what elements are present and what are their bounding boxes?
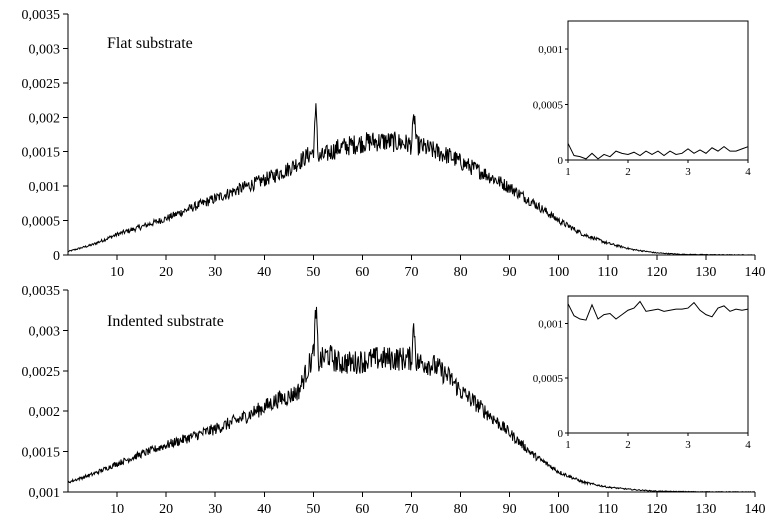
inset-x-tick-label: 3 [685, 166, 691, 178]
x-tick-label: 120 [646, 502, 667, 517]
panel-title: Indented substrate [107, 313, 224, 330]
y-tick-label: 0,0035 [22, 8, 61, 23]
inset-frame [567, 20, 749, 161]
inset-frame [567, 295, 749, 434]
inset-y-tick-label: 0,001 [538, 44, 563, 56]
x-tick-label: 80 [454, 502, 468, 517]
x-tick-label: 70 [405, 502, 419, 517]
x-tick-label: 130 [695, 502, 716, 517]
y-tick-label: 0,0035 [22, 284, 61, 299]
x-tick-label: 60 [355, 502, 369, 517]
x-tick-label: 60 [355, 265, 369, 280]
x-tick-label: 120 [646, 265, 667, 280]
panel-title: Flat substrate [107, 35, 193, 52]
x-tick-label: 100 [548, 265, 569, 280]
x-tick-label: 70 [405, 265, 419, 280]
x-tick-label: 30 [208, 502, 222, 517]
inset-x-tick-label: 1 [565, 439, 571, 451]
y-tick-label: 0,002 [29, 111, 61, 126]
y-tick-label: 0,002 [29, 405, 61, 420]
data-series-line [67, 103, 755, 256]
x-tick-label: 30 [208, 265, 222, 280]
y-tick-label: 0,0015 [22, 146, 61, 161]
y-tick-label: 0,0025 [22, 77, 61, 92]
y-tick-label: 0,001 [29, 180, 61, 195]
y-tick-label: 0,0005 [22, 215, 61, 230]
x-tick-label: 50 [306, 502, 320, 517]
inset-y-tick-label: 0,0005 [533, 99, 564, 111]
inset-y-tick-label: 0,001 [538, 318, 563, 330]
x-tick-label: 130 [695, 265, 716, 280]
x-tick-label: 20 [159, 265, 173, 280]
chart-panel-1: 0 0,0005 0,001 0,0015 0,002 0,0025 0,003 0,0035… [22, 8, 766, 280]
inset-x-tick-label: 2 [625, 166, 631, 178]
y-tick-label: 0,003 [29, 42, 61, 57]
inset-series-line [567, 143, 749, 160]
x-tick-label: 10 [110, 502, 124, 517]
data-series-line [67, 306, 755, 493]
inset-x-tick-label: 3 [685, 439, 691, 451]
inset-x-tick-label: 2 [625, 439, 631, 451]
y-tick-label: 0,001 [29, 486, 61, 501]
inset-series-line [567, 300, 749, 321]
inset-chart-1: 0 0,0005 0,001 1 2 3 4 [533, 20, 751, 178]
inset-x-tick-label: 4 [745, 166, 751, 178]
inset-x-tick-label: 4 [745, 439, 751, 451]
x-tick-label: 140 [745, 502, 766, 517]
x-tick-label: 110 [598, 265, 618, 280]
inset-y-tick-label: 0 [558, 155, 564, 167]
y-tick-label: 0,0015 [22, 446, 61, 461]
x-tick-label: 140 [745, 265, 766, 280]
inset-y-tick-label: 0 [558, 428, 564, 440]
y-tick-label: 0 [53, 249, 60, 264]
inset-chart-2: 0 0,0005 0,001 1 2 3 4 [533, 295, 751, 451]
x-tick-label: 110 [598, 502, 618, 517]
x-tick-label: 80 [454, 265, 468, 280]
x-tick-label: 40 [257, 502, 271, 517]
inset-x-tick-label: 1 [565, 166, 571, 178]
x-tick-label: 50 [306, 265, 320, 280]
x-tick-label: 10 [110, 265, 124, 280]
inset-y-tick-label: 0,0005 [533, 373, 564, 385]
x-tick-label: 40 [257, 265, 271, 280]
x-tick-label: 100 [548, 502, 569, 517]
x-tick-label: 20 [159, 502, 173, 517]
y-tick-label: 0,003 [29, 324, 61, 339]
y-tick-label: 0,0025 [22, 365, 61, 380]
x-tick-label: 90 [503, 265, 517, 280]
x-tick-label: 90 [503, 502, 517, 517]
